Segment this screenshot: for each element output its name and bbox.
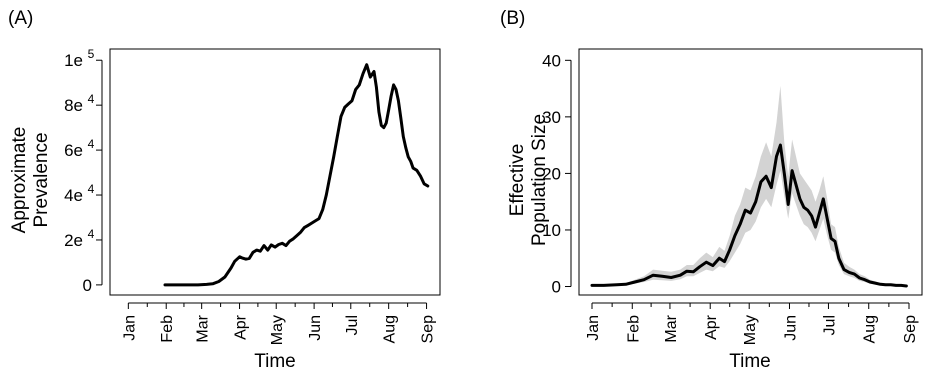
x-tick-label: Sep xyxy=(902,315,919,344)
panel-b-effective-size-line xyxy=(590,143,908,288)
x-tick-label: Feb xyxy=(625,315,642,343)
panel-b-label: (B) xyxy=(500,8,525,29)
panel-b-y-axis: 0 10 20 30 40 xyxy=(542,51,572,297)
y-tick-label: 30 xyxy=(542,108,561,127)
y-tick-exponent: 4 xyxy=(88,227,95,241)
y-tick-exponent: 4 xyxy=(88,182,95,196)
x-tick-label: Jul xyxy=(821,315,838,335)
x-tick-label: Apr xyxy=(233,314,250,340)
y-tick-label: 10 xyxy=(542,221,561,240)
x-tick-label: Feb xyxy=(159,315,176,343)
panel-a-prevalence-line xyxy=(163,63,430,287)
x-tick-label: Jul xyxy=(344,315,361,335)
panel-b-plot-frame xyxy=(578,48,923,296)
y-tick-label: 4e xyxy=(64,186,83,205)
panel-b-y-axis-title-line1: Effective xyxy=(507,144,528,217)
panel-a-x-axis: Jan Feb Mar Apr May Jun Jul Aug Sep xyxy=(121,302,437,345)
y-tick-label: 1e xyxy=(64,51,83,70)
panel-b-confidence-band xyxy=(592,85,907,287)
y-tick-label: 6e xyxy=(64,141,83,160)
x-tick-label: Mar xyxy=(663,314,680,342)
y-tick-label: 0 xyxy=(552,278,561,297)
panel-a-x-axis-title: Time xyxy=(254,351,296,372)
panel-b-y-axis-title-line2: Population Size xyxy=(529,114,550,246)
panel-a-y-axis-title-line2: Prevalence xyxy=(31,132,52,227)
y-tick-label: 2e xyxy=(64,231,83,250)
x-tick-label: Jan xyxy=(585,315,602,341)
x-tick-label: Jan xyxy=(121,315,138,341)
y-tick-label: 0 xyxy=(83,276,92,295)
y-tick-exponent: 5 xyxy=(88,47,95,61)
panel-a-plot-frame xyxy=(109,48,441,296)
panel-b: (B) 0 10 20 30 40 Jan Feb Mar Apr May Jun Jul Aug Se… xyxy=(500,8,923,372)
x-tick-label: Sep xyxy=(420,315,437,344)
y-tick-label: 40 xyxy=(542,51,561,70)
x-tick-label: Aug xyxy=(862,315,879,343)
panel-a: (A) 02e 44e 46e 48e 41e 5 Jan Feb Mar Apr May Jun J… xyxy=(8,8,441,372)
x-tick-label: Mar xyxy=(195,314,212,342)
y-tick-exponent: 4 xyxy=(88,92,95,106)
panel-a-y-axis-title-line1: Approximate xyxy=(9,127,30,234)
panel-a-y-axis: 0 2e 4 4e 4 6e 4 8e 4 1e 5 xyxy=(64,47,103,295)
x-tick-label: Jun xyxy=(782,315,799,341)
x-tick-label: Jun xyxy=(307,315,324,341)
y-tick-label: 20 xyxy=(542,164,561,183)
x-tick-label: May xyxy=(269,315,286,345)
panel-b-x-axis-title: Time xyxy=(729,351,771,372)
x-tick-label: May xyxy=(742,315,759,345)
panel-a-label: (A) xyxy=(8,8,33,29)
x-tick-label: Apr xyxy=(703,314,720,340)
y-tick-label: 8e xyxy=(64,96,83,115)
x-tick-label: Aug xyxy=(382,315,399,343)
panel-b-x-axis: Jan Feb Mar Apr May Jun Jul Aug Sep xyxy=(585,302,919,345)
y-tick-exponent: 4 xyxy=(88,137,95,151)
